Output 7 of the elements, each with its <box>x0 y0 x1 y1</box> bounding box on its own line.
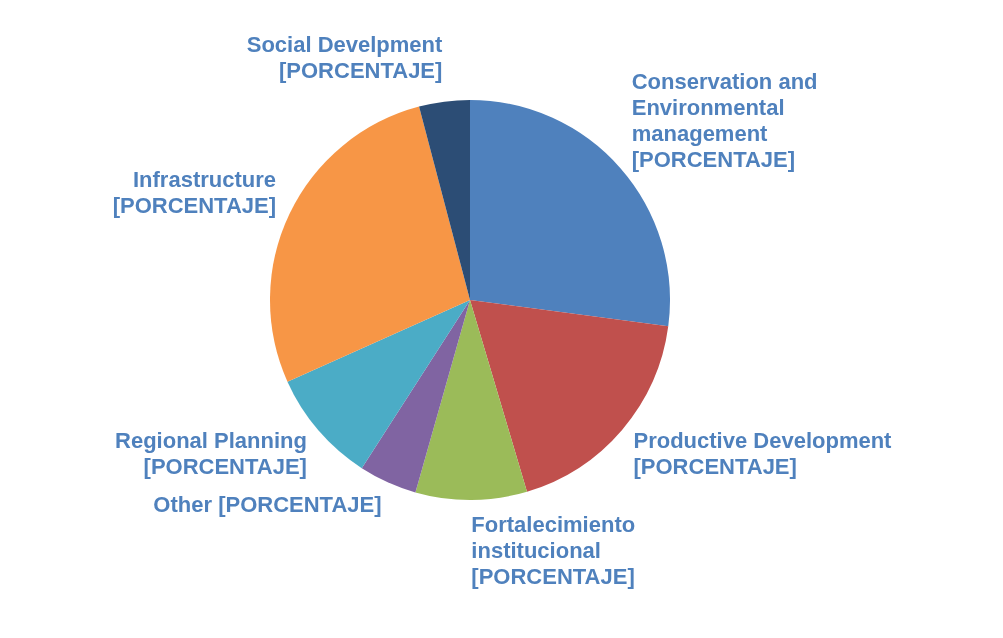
slice-label: Infrastructure [PORCENTAJE] <box>112 167 277 219</box>
slice-label: Conservation and Environmental management [PORCENTAJE] <box>631 69 818 173</box>
slice-label: Other [PORCENTAJE] <box>153 491 382 517</box>
slice-label: Social Develpment [PORCENTAJE] <box>246 32 444 84</box>
slice-label: Productive Development [PORCENTAJE] <box>633 427 893 479</box>
slice-label: Fortalecimiento institucional [PORCENTAJE] <box>471 512 636 590</box>
slice-label: Regional Planning [PORCENTAJE] <box>115 428 307 480</box>
